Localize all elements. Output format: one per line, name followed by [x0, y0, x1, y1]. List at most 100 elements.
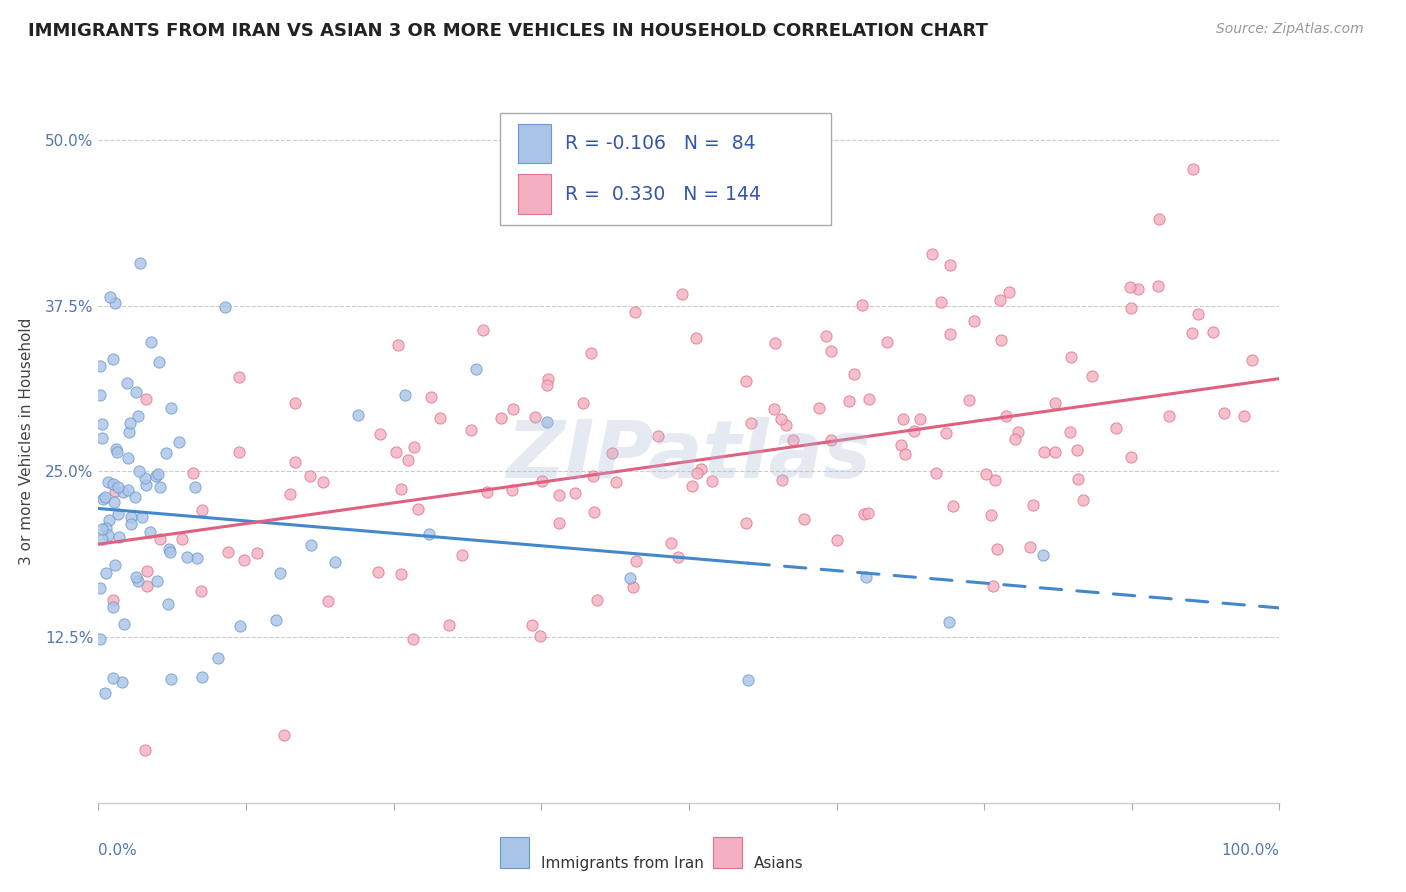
Point — [1233, 409, 1256, 424]
Point — [536, 415, 558, 429]
Point — [1119, 301, 1142, 315]
Point — [491, 411, 513, 425]
Point — [389, 482, 412, 496]
Point — [1007, 425, 1029, 439]
Point — [876, 335, 898, 350]
Point — [681, 479, 703, 493]
Point — [97, 513, 120, 527]
Point — [451, 548, 474, 562]
Point — [91, 417, 114, 431]
Point — [105, 445, 128, 459]
Point — [548, 516, 571, 531]
Point — [181, 467, 204, 481]
Point — [957, 393, 980, 408]
Point — [94, 490, 117, 504]
Point — [233, 553, 256, 567]
Point — [229, 619, 252, 633]
Point — [994, 409, 1017, 423]
Point — [1119, 450, 1142, 465]
Point — [89, 388, 111, 402]
Point — [990, 333, 1012, 347]
Point — [170, 533, 193, 547]
Point — [89, 581, 111, 595]
Point — [983, 473, 1005, 487]
Point — [117, 450, 139, 465]
Point — [1066, 472, 1088, 486]
Point — [269, 566, 291, 581]
Point — [94, 521, 117, 535]
Point — [586, 593, 609, 607]
Point — [1066, 442, 1088, 457]
Point — [502, 402, 524, 417]
Point — [807, 401, 830, 415]
Point — [111, 675, 134, 690]
Point — [770, 473, 793, 487]
Point — [105, 442, 128, 456]
Y-axis label: 3 or more Vehicles in Household: 3 or more Vehicles in Household — [18, 318, 34, 566]
Point — [228, 370, 250, 384]
Point — [312, 475, 335, 490]
Bar — [501, 838, 530, 868]
Point — [647, 429, 669, 443]
Point — [825, 533, 848, 547]
Point — [159, 545, 181, 559]
Point — [437, 617, 460, 632]
Point — [935, 426, 957, 441]
Point — [942, 500, 965, 514]
Point — [793, 511, 815, 525]
Point — [104, 558, 127, 572]
Point — [1019, 540, 1042, 554]
Point — [389, 567, 412, 582]
Point — [118, 425, 141, 439]
Point — [280, 487, 302, 501]
Point — [820, 343, 842, 358]
Point — [402, 441, 425, 455]
Point — [903, 424, 925, 438]
Point — [145, 469, 167, 483]
Point — [852, 507, 875, 521]
Point — [299, 539, 322, 553]
Point — [929, 295, 952, 310]
Point — [1157, 409, 1180, 423]
Point — [842, 367, 865, 381]
Point — [856, 506, 879, 520]
Point — [156, 598, 179, 612]
Point — [530, 474, 553, 488]
Point — [974, 467, 997, 481]
Point — [582, 468, 605, 483]
Point — [894, 447, 917, 461]
Point — [135, 392, 157, 407]
Point — [572, 395, 595, 409]
Point — [624, 304, 647, 318]
Point — [207, 651, 229, 665]
Point — [101, 352, 124, 367]
Point — [402, 632, 425, 647]
Point — [685, 331, 707, 345]
Point — [855, 570, 877, 584]
Point — [762, 401, 785, 416]
Point — [385, 444, 408, 458]
Point — [963, 313, 986, 327]
Point — [986, 541, 1008, 556]
Point — [131, 510, 153, 524]
Point — [890, 438, 912, 452]
Point — [1202, 325, 1225, 339]
Point — [190, 670, 212, 684]
Point — [908, 411, 931, 425]
Point — [90, 522, 112, 536]
Point — [1004, 432, 1026, 446]
Point — [460, 423, 482, 437]
Point — [536, 378, 558, 392]
Point — [129, 256, 152, 270]
Point — [111, 484, 134, 499]
Point — [815, 328, 838, 343]
Point — [347, 408, 370, 422]
Point — [523, 410, 546, 425]
Point — [1119, 279, 1142, 293]
Point — [737, 673, 759, 688]
Point — [103, 593, 125, 607]
Point — [104, 295, 127, 310]
Point — [893, 412, 915, 426]
Point — [387, 338, 409, 352]
Point — [104, 483, 127, 498]
